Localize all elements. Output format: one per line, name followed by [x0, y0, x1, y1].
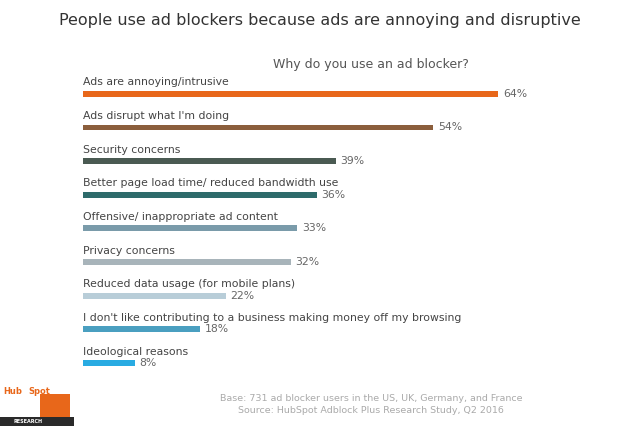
Text: 33%: 33%	[301, 223, 326, 233]
Text: People use ad blockers because ads are annoying and disruptive: People use ad blockers because ads are a…	[59, 13, 581, 28]
Text: 54%: 54%	[438, 122, 462, 132]
Text: 8%: 8%	[140, 358, 157, 368]
Text: Source: HubSpot Adblock Plus Research Study, Q2 2016: Source: HubSpot Adblock Plus Research St…	[238, 406, 504, 414]
Text: 22%: 22%	[230, 291, 255, 301]
Bar	[83, 293, 226, 299]
Bar	[0, 417, 74, 426]
Text: Reduced data usage (for mobile plans): Reduced data usage (for mobile plans)	[83, 279, 295, 289]
Text: 18%: 18%	[204, 324, 228, 334]
Bar	[40, 394, 70, 418]
Bar	[83, 360, 135, 366]
Text: Hub: Hub	[4, 386, 22, 396]
Text: Ads disrupt what I'm doing: Ads disrupt what I'm doing	[83, 111, 229, 121]
Text: Why do you use an ad blocker?: Why do you use an ad blocker?	[273, 58, 469, 71]
Text: I don't like contributing to a business making money off my browsing: I don't like contributing to a business …	[83, 313, 461, 323]
Text: Security concerns: Security concerns	[83, 145, 180, 155]
Text: Ads are annoying/intrusive: Ads are annoying/intrusive	[83, 78, 229, 87]
Text: Base: 731 ad blocker users in the US, UK, Germany, and France: Base: 731 ad blocker users in the US, UK…	[220, 394, 522, 403]
Text: Ideological reasons: Ideological reasons	[83, 347, 188, 357]
Bar	[83, 225, 297, 231]
Bar	[83, 326, 200, 332]
Text: Spot: Spot	[28, 386, 50, 396]
Bar	[83, 158, 336, 164]
Bar	[83, 124, 433, 130]
Text: Better page load time/ reduced bandwidth use: Better page load time/ reduced bandwidth…	[83, 178, 339, 188]
Bar	[83, 259, 291, 265]
Text: RESEARCH: RESEARCH	[13, 419, 42, 424]
Bar	[83, 91, 499, 97]
Text: Offensive/ inappropriate ad content: Offensive/ inappropriate ad content	[83, 212, 278, 222]
Text: Privacy concerns: Privacy concerns	[83, 246, 175, 256]
Text: 64%: 64%	[503, 89, 527, 99]
Bar	[83, 192, 317, 198]
Text: 32%: 32%	[295, 257, 319, 267]
Text: 39%: 39%	[340, 156, 365, 166]
Text: 36%: 36%	[321, 190, 346, 200]
